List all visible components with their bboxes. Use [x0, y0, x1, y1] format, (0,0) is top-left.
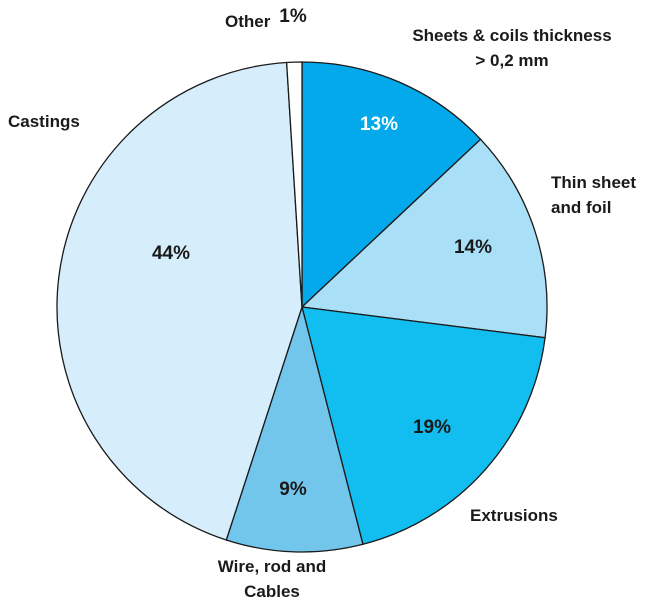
category-label-castings: Castings: [8, 112, 80, 131]
value-label-thin-sheet-and-foil: 14%: [454, 237, 492, 258]
value-label-sheets-coils-thickness-0-2-mm: 13%: [360, 114, 398, 135]
pie-slice-thin-sheet-and-foil: [300, 138, 548, 339]
category-label-line: Castings: [8, 112, 80, 131]
labels-layer: 13% Sheets & coils thickness > 0,2 mm 14% Th…: [8, 6, 636, 601]
pie-slice-sheets-coils-thickness-0-2-mm: [301, 61, 482, 309]
category-label-thin-sheet-and-foil: Thin sheet and foil: [551, 173, 636, 217]
value-label-extrusions: 19%: [413, 417, 451, 438]
category-label-line: and foil: [551, 198, 611, 217]
pie-slice-castings: [56, 61, 303, 541]
value-label-castings: 44%: [152, 243, 190, 264]
pie-slice-extrusions: [301, 306, 546, 546]
value-label-other: 1%: [279, 6, 307, 27]
pie-slice-other: [285, 61, 303, 308]
category-label-line: > 0,2 mm: [475, 51, 548, 70]
category-label-line: Thin sheet: [551, 173, 636, 192]
category-label-line: Cables: [244, 582, 300, 601]
category-label-wire-rod-and-cables: Wire, rod and Cables: [218, 557, 326, 601]
category-label-line: Sheets & coils thickness: [412, 26, 611, 45]
slices-layer: [56, 61, 548, 553]
category-label-other: Other: [225, 12, 271, 31]
category-label-sheets-coils-thickness-0-2-mm: Sheets & coils thickness > 0,2 mm: [412, 26, 611, 70]
category-label-line: Wire, rod and: [218, 557, 326, 576]
category-label-extrusions: Extrusions: [470, 506, 558, 525]
category-label-line: Extrusions: [470, 506, 558, 525]
value-label-wire-rod-and-cables: 9%: [279, 479, 307, 500]
pie-slice-wire-rod-and-cables: [225, 304, 364, 553]
category-label-line: Other: [225, 12, 271, 31]
